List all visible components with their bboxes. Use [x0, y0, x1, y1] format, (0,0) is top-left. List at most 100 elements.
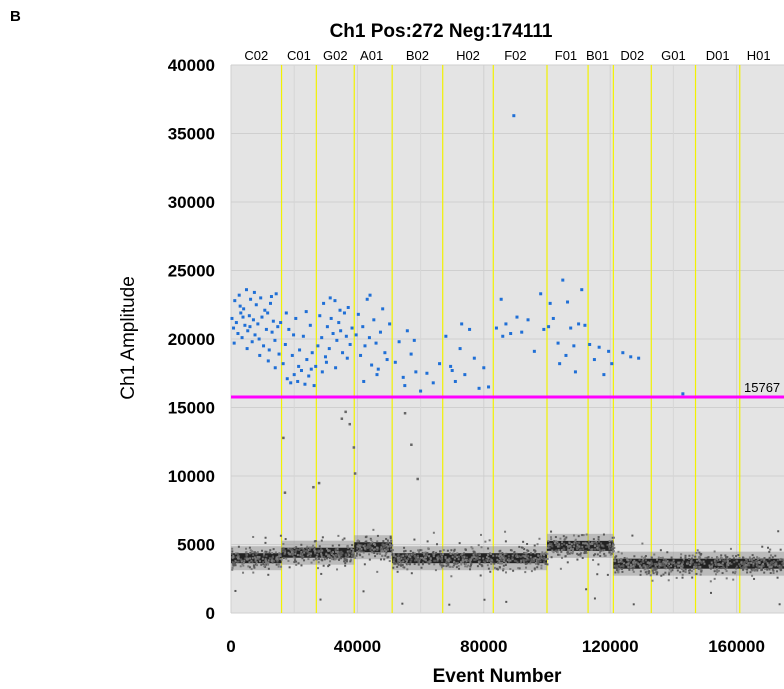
- well-label: B01: [586, 48, 609, 63]
- negative-droplet: [474, 558, 477, 561]
- negative-droplet: [417, 549, 420, 552]
- negative-droplet: [410, 572, 413, 575]
- negative-droplet: [345, 560, 348, 563]
- negative-droplet: [550, 530, 553, 533]
- negative-droplet: [655, 558, 658, 561]
- negative-droplet: [592, 541, 595, 544]
- negative-droplet: [527, 554, 530, 557]
- negative-droplet: [449, 552, 452, 555]
- negative-droplet: [695, 565, 698, 568]
- negative-droplet: [488, 539, 491, 542]
- negative-droplet: [490, 561, 493, 564]
- positive-droplet: [365, 297, 369, 301]
- negative-droplet: [287, 547, 290, 550]
- negative-droplet: [372, 528, 375, 531]
- positive-droplet: [588, 342, 592, 346]
- negative-droplet: [750, 561, 753, 564]
- negative-droplet: [674, 563, 677, 566]
- negative-droplet: [560, 549, 563, 552]
- negative-droplet: [232, 562, 235, 565]
- well-label: D02: [620, 48, 644, 63]
- negative-droplet: [351, 544, 354, 547]
- negative-droplet: [469, 568, 472, 571]
- negative-droplet: [582, 542, 585, 545]
- negative-droplet: [407, 557, 410, 560]
- negative-droplet: [751, 560, 754, 563]
- negative-droplet: [451, 555, 454, 558]
- negative-droplet: [346, 550, 349, 553]
- negative-droplet: [540, 567, 543, 570]
- positive-droplet: [277, 352, 281, 356]
- negative-droplet: [768, 550, 771, 553]
- positive-droplet: [397, 340, 401, 344]
- negative-droplet: [779, 567, 782, 570]
- negative-droplet: [360, 550, 363, 553]
- negative-droplet: [498, 559, 501, 562]
- negative-droplet: [492, 554, 495, 557]
- negative-droplet: [407, 563, 410, 566]
- negative-droplet: [485, 556, 488, 559]
- negative-droplet: [237, 560, 240, 563]
- negative-droplet: [667, 579, 670, 582]
- negative-droplet: [453, 549, 456, 552]
- negative-droplet: [369, 545, 372, 548]
- negative-droplet: [695, 572, 698, 575]
- negative-droplet: [363, 544, 366, 547]
- negative-droplet: [743, 562, 746, 565]
- negative-droplet: [593, 597, 596, 600]
- positive-droplet: [509, 332, 513, 336]
- negative-droplet: [292, 549, 295, 552]
- negative-droplet: [321, 536, 324, 539]
- negative-droplet: [428, 560, 431, 563]
- negative-droplet: [659, 564, 662, 567]
- negative-droplet: [386, 546, 389, 549]
- positive-droplet: [363, 344, 367, 348]
- negative-droplet: [630, 565, 633, 568]
- negative-droplet: [728, 557, 731, 560]
- negative-droplet: [460, 561, 463, 564]
- negative-droplet: [437, 557, 440, 560]
- negative-droplet: [600, 549, 603, 552]
- negative-droplet: [350, 552, 353, 555]
- negative-droplet: [383, 548, 386, 551]
- negative-droplet: [748, 556, 751, 559]
- negative-droplet: [261, 549, 264, 552]
- negative-droplet: [502, 564, 505, 567]
- negative-droplet: [756, 564, 759, 567]
- negative-droplet: [746, 568, 749, 571]
- negative-droplet: [721, 572, 724, 575]
- negative-droplet: [344, 553, 347, 556]
- negative-droplet: [344, 559, 347, 562]
- negative-droplet: [313, 548, 316, 551]
- negative-droplet: [234, 552, 237, 555]
- negative-droplet: [682, 558, 685, 561]
- negative-droplet: [759, 565, 762, 568]
- negative-droplet: [532, 558, 535, 561]
- negative-droplet: [363, 546, 366, 549]
- positive-droplet: [548, 301, 552, 305]
- negative-droplet: [282, 550, 285, 553]
- negative-droplet: [517, 567, 520, 570]
- negative-droplet: [402, 554, 405, 557]
- negative-droplet: [691, 576, 694, 579]
- negative-droplet: [655, 567, 658, 570]
- negative-droplet: [251, 550, 254, 553]
- negative-droplet: [376, 570, 379, 573]
- negative-droplet: [254, 560, 257, 563]
- negative-droplet: [445, 561, 448, 564]
- negative-droplet: [596, 544, 599, 547]
- negative-droplet: [556, 541, 559, 544]
- negative-droplet: [652, 568, 655, 571]
- negative-droplet: [316, 553, 319, 556]
- positive-droplet: [251, 318, 255, 322]
- negative-droplet: [493, 562, 496, 565]
- negative-droplet: [479, 574, 482, 577]
- positive-droplet: [607, 349, 611, 353]
- negative-droplet: [688, 572, 691, 575]
- negative-droplet: [366, 545, 369, 548]
- y-tick-label: 25000: [168, 262, 215, 281]
- negative-droplet: [360, 547, 363, 550]
- negative-droplet: [362, 551, 365, 554]
- negative-droplet: [463, 556, 466, 559]
- negative-droplet: [490, 559, 493, 562]
